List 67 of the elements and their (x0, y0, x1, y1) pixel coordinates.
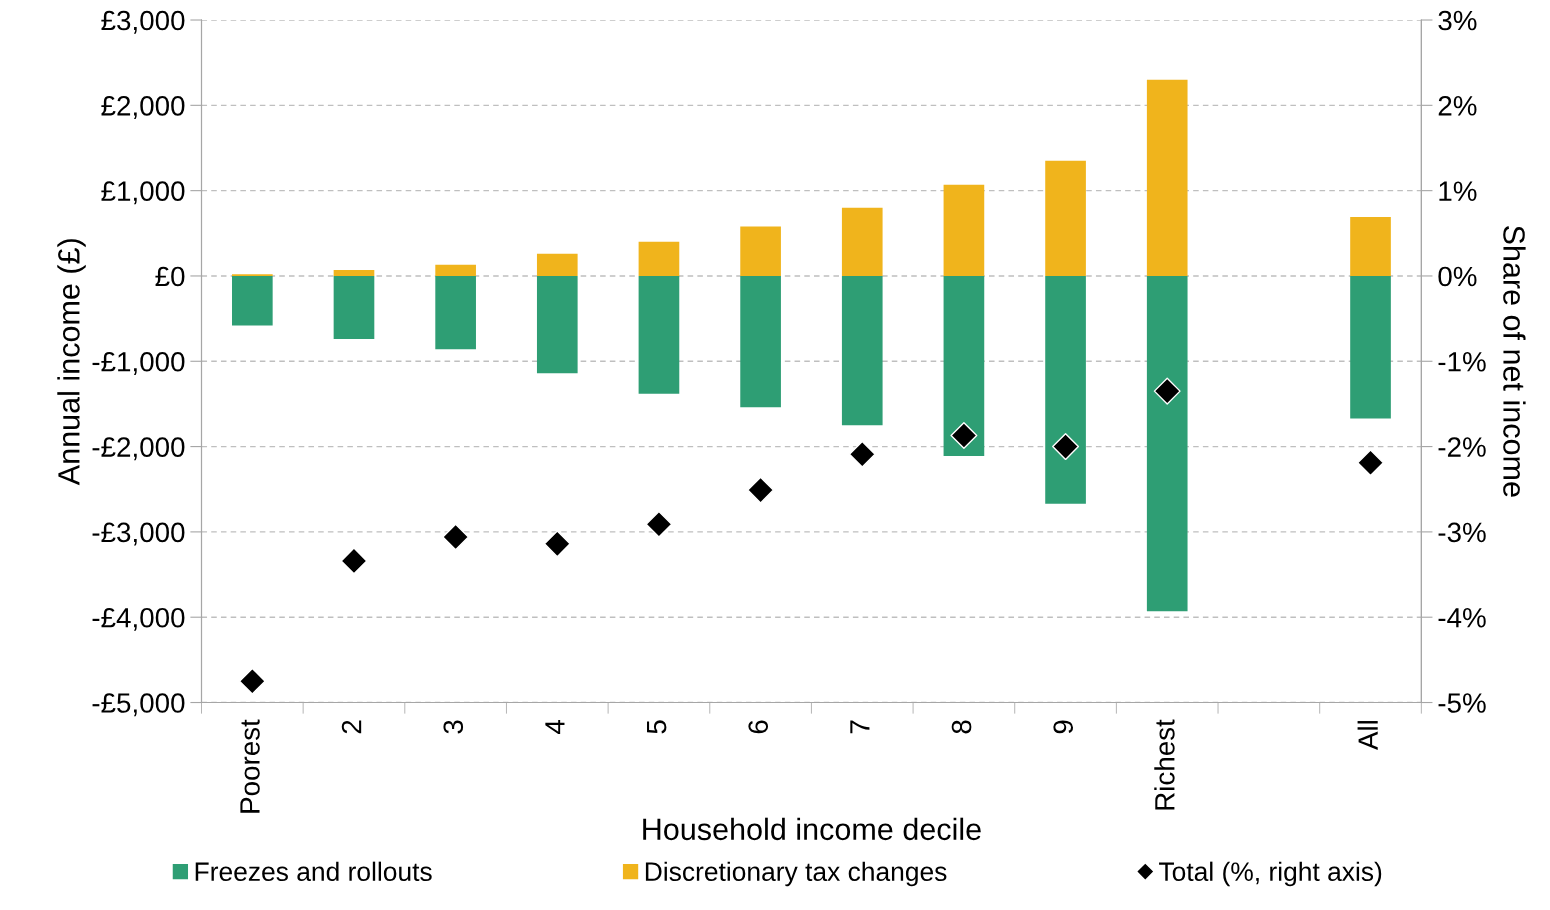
legend-label: Freezes and rollouts (195, 861, 432, 882)
bar (232, 275, 273, 326)
x-tick-label: 2 (341, 720, 362, 734)
y2-tick-label: 2% (1438, 96, 1477, 116)
y-axis-title: Annual income (£) (57, 239, 86, 486)
bar (536, 253, 578, 276)
bar (638, 241, 680, 276)
bar (1146, 275, 1188, 612)
y-tick-label: -£2,000 (92, 437, 185, 461)
bar (1045, 160, 1086, 276)
x-tick-label: 7 (850, 720, 870, 734)
x-tick-label: 5 (647, 720, 667, 734)
bar (1146, 79, 1188, 276)
x-axis-title: Household income decile (643, 817, 981, 841)
y2-tick-label: -3% (1438, 522, 1486, 543)
y-tick-label: -£5,000 (92, 693, 185, 717)
bar (943, 184, 985, 276)
y-tick-label: £2,000 (101, 96, 185, 119)
bar (333, 275, 375, 340)
y2-axis-title: Share of net income (1503, 225, 1526, 497)
bar (536, 275, 578, 374)
bar (1350, 217, 1391, 276)
y-tick-label: -£1,000 (92, 351, 185, 375)
bar (435, 264, 476, 276)
y-tick-label: £3,000 (101, 10, 185, 34)
legend-label: Discretionary tax changes (645, 861, 947, 887)
y2-tick-label: 0% (1438, 266, 1477, 287)
bar (1045, 275, 1086, 504)
x-tick-label: 6 (748, 720, 769, 734)
y-tick-label: £1,000 (101, 181, 185, 205)
y-tick-label: -£4,000 (92, 607, 185, 631)
bar (1350, 275, 1391, 419)
bar (841, 207, 883, 276)
x-tick-label: Richest (1154, 719, 1175, 810)
point (1357, 449, 1385, 477)
bar (943, 275, 985, 456)
y2-tick-label: -4% (1438, 608, 1486, 628)
x-tick-label: 9 (1053, 720, 1074, 734)
bar (435, 275, 476, 350)
point (645, 510, 673, 538)
bar (841, 275, 883, 426)
y2-tick-label: 1% (1439, 181, 1477, 201)
point (848, 440, 876, 468)
y-tick-label: -£3,000 (92, 522, 185, 546)
point (950, 421, 978, 449)
bar (333, 269, 375, 276)
x-tick-label: Poorest (240, 719, 260, 813)
y2-tick-label: -5% (1438, 693, 1486, 713)
point (238, 667, 266, 695)
x-tick-label: 3 (443, 720, 464, 734)
y-tick-label: £0 (155, 266, 185, 287)
point (340, 547, 368, 575)
x-tick-label: 8 (951, 720, 972, 734)
x-tick-label: All (1357, 721, 1378, 750)
point (1052, 433, 1080, 461)
legend-label: Total (%, right axis) (1159, 861, 1382, 887)
point (747, 476, 775, 504)
bar (740, 226, 781, 276)
bar (638, 275, 680, 394)
point (1153, 377, 1181, 405)
y2-tick-label: -1% (1438, 352, 1486, 372)
bar (740, 275, 781, 408)
point (543, 530, 571, 558)
y2-tick-label: 3% (1438, 10, 1477, 31)
x-tick-label: 4 (545, 720, 565, 734)
point (442, 523, 470, 551)
y2-tick-label: -2% (1438, 437, 1486, 457)
